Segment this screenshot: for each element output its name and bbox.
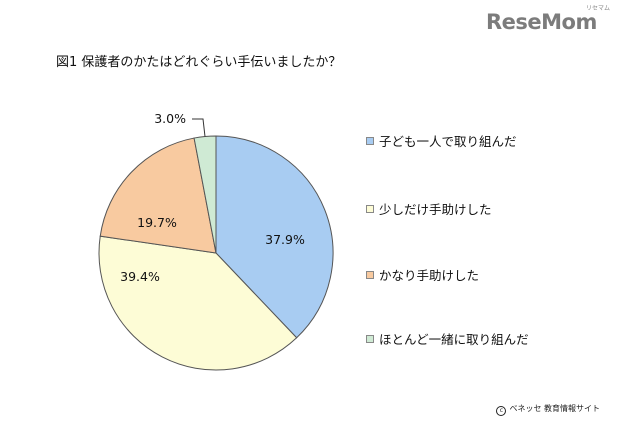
pie-slice-1 — [98, 235, 298, 371]
pie-slice-3 — [193, 135, 217, 254]
copyright-icon: c — [496, 406, 507, 416]
chart-title: 図1 保護者のかたはどれぐらい手伝いましたか？ — [56, 55, 342, 70]
legend-label: 子ども一人で取り組んだ — [379, 134, 517, 149]
pie-slice-2 — [99, 137, 217, 254]
logo-text: ReseMom — [486, 10, 597, 34]
legend-swatch — [366, 335, 374, 343]
pie-slice-0 — [215, 135, 334, 339]
legend-swatch — [366, 271, 374, 279]
legend-label: かなり手助けした — [379, 268, 480, 283]
resemom-logo: ReseMom リセマム — [486, 5, 610, 40]
copyright-text: ベネッセ 教育情報サイト — [509, 404, 600, 413]
data-label-2: 19.7% — [137, 215, 177, 230]
leader-line — [192, 118, 206, 137]
data-label-1: 39.4% — [120, 269, 160, 284]
legend-swatch — [366, 205, 374, 213]
legend-label: ほとんど一緒に取り組んだ — [379, 332, 529, 347]
legend-swatch — [366, 137, 374, 145]
data-label-0: 37.9% — [265, 232, 305, 247]
data-label-3: 3.0% — [154, 111, 186, 126]
legend-label: 少しだけ手助けした — [379, 202, 492, 217]
logo-kana: リセマム — [585, 5, 610, 12]
copyright: c ベネッセ 教育情報サイト — [496, 403, 600, 416]
